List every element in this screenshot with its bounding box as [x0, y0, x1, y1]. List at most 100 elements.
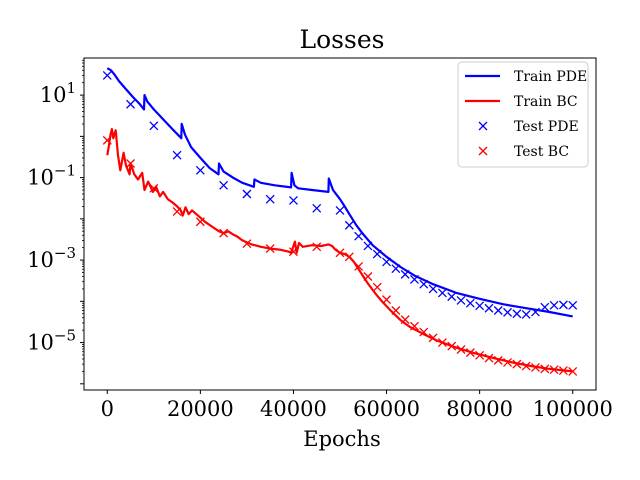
test-bc-marker [512, 359, 522, 369]
test-pde-marker [540, 302, 550, 312]
test-pde-marker [354, 231, 364, 241]
test-pde-marker [475, 301, 485, 311]
test-bc-marker [344, 252, 354, 262]
test-pde-marker [335, 205, 345, 215]
test-bc-marker [400, 315, 410, 325]
test-bc-marker [172, 207, 182, 217]
chart-title: Losses [300, 25, 385, 54]
test-bc-marker [195, 217, 205, 227]
train-pde-line [106, 67, 573, 318]
test-bc-marker [372, 282, 382, 292]
test-pde-marker [558, 300, 568, 310]
test-bc-marker [335, 248, 345, 258]
test-pde-marker [503, 307, 513, 317]
test-pde-marker [465, 298, 475, 308]
test-pde-marker [400, 269, 410, 279]
test-bc-marker [391, 306, 401, 315]
test-bc-marker [419, 327, 429, 337]
legend-entry-train-bc: Train BC [465, 94, 578, 110]
test-pde-marker [195, 165, 205, 175]
legend-swatch [478, 121, 488, 131]
test-pde-marker [391, 264, 401, 274]
test-pde-marker [447, 292, 457, 302]
test-bc-marker [382, 295, 392, 305]
test-bc-marker [456, 345, 466, 354]
test-bc-marker [312, 242, 322, 252]
test-bc-marker [242, 239, 252, 249]
test-pde-marker [126, 99, 136, 109]
x-tick-label: 0 [101, 397, 114, 421]
test-pde-marker [242, 189, 252, 199]
test-bc-marker [493, 355, 503, 365]
test-bc-marker [428, 333, 438, 343]
test-pde-marker [265, 194, 275, 204]
legend-label: Train BC [514, 94, 578, 110]
test-bc-marker [288, 247, 298, 257]
test-bc-marker [354, 262, 364, 271]
test-pde-marker [344, 220, 354, 230]
test-pde-marker [102, 70, 112, 80]
x-tick-label: 40000 [260, 397, 327, 421]
test-pde-marker [456, 295, 466, 305]
train-bc-line [106, 128, 573, 373]
x-axis-label: Epochs [303, 427, 380, 451]
test-pde-marker [382, 257, 392, 267]
test-bc-marker [568, 366, 578, 376]
test-pde-marker [521, 310, 531, 319]
test-bc-marker [219, 228, 229, 238]
test-pde-marker [288, 195, 298, 205]
x-tick-label: 20000 [167, 397, 234, 421]
test-pde-marker [484, 303, 494, 313]
y-tick-label: 10−5 [27, 327, 76, 355]
test-bc-marker [437, 338, 447, 348]
x-tick-label: 100000 [533, 397, 613, 421]
test-pde-marker [410, 274, 419, 284]
legend-entry-train-pde: Train PDE [465, 69, 587, 85]
legend-label: Test PDE [514, 119, 579, 135]
test-pde-marker [219, 180, 229, 190]
test-bc-marker [475, 350, 485, 360]
test-pde-marker [419, 279, 429, 289]
plot-area [102, 67, 578, 376]
x-axis: 0 20000 40000 60000 80000 100000 [101, 390, 613, 421]
legend-entry-test-bc: Test BC [478, 144, 569, 160]
test-bc-marker [410, 321, 419, 331]
test-pde-marker [437, 288, 447, 298]
test-pde-marker [428, 284, 438, 294]
test-bc-marker [521, 361, 531, 371]
y-tick-label: 10−1 [27, 162, 76, 190]
test-pde-marker [568, 300, 578, 310]
plot-frame [83, 57, 597, 391]
test-pde-marker [312, 203, 322, 213]
test-bc-marker [531, 362, 540, 372]
test-bc-marker [540, 364, 550, 374]
x-tick-label: 60000 [353, 397, 420, 421]
test-bc-marker [503, 357, 513, 367]
legend-entry-test-pde: Test PDE [478, 119, 579, 135]
test-bc-marker [126, 159, 136, 168]
test-bc-marker [363, 272, 373, 281]
test-pde-marker [149, 121, 159, 131]
test-bc-marker [558, 366, 568, 375]
y-tick-label: 10−3 [27, 244, 76, 272]
test-bc-marker [265, 244, 275, 254]
test-pde-marker [531, 307, 540, 317]
test-pde-marker [363, 241, 373, 251]
test-bc-marker [102, 135, 112, 145]
test-bc-marker [149, 183, 159, 193]
test-bc-marker [447, 341, 457, 351]
legend: Train PDE Train BC Test PDE Test BC [457, 61, 589, 168]
legend-label: Train PDE [514, 69, 587, 85]
test-pde-marker [372, 249, 382, 259]
test-bc-marker [549, 365, 559, 375]
test-pde-marker [172, 150, 182, 160]
legend-box [457, 61, 589, 168]
test-bc-marker [484, 353, 494, 363]
test-pde-marker [512, 309, 522, 319]
y-axis: 101 10−1 10−3 10−5 [27, 59, 84, 385]
legend-label: Test BC [514, 144, 569, 160]
x-tick-label: 80000 [446, 397, 513, 421]
legend-swatch [478, 146, 488, 156]
test-pde-marker [549, 300, 559, 310]
